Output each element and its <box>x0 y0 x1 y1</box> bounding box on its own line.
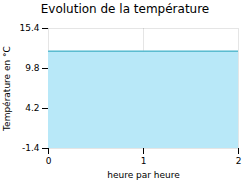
svg-text:15.4: 15.4 <box>19 23 39 33</box>
svg-text:Température en °C: Température en °C <box>2 46 12 132</box>
svg-text:9.8: 9.8 <box>25 63 40 73</box>
svg-text:1: 1 <box>141 156 147 166</box>
svg-text:heure par heure: heure par heure <box>107 170 180 180</box>
svg-text:2: 2 <box>236 156 242 166</box>
html-text:Evolution de la température: Evolution de la température <box>40 2 210 16</box>
svg-text:0: 0 <box>46 156 52 166</box>
svg-text:-1.4: -1.4 <box>22 143 40 153</box>
svg-text:4.2: 4.2 <box>25 103 39 113</box>
